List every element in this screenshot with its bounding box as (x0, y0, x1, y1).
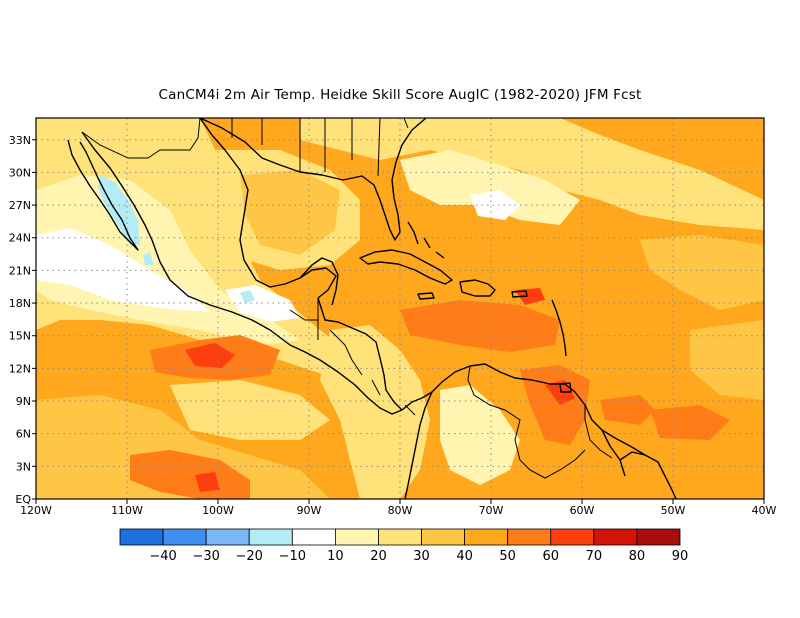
field-lightyellow-south-america (440, 385, 520, 485)
y-tick-label: 18N (9, 297, 31, 310)
field-lightblue-gulf-of-california (98, 175, 140, 245)
coastline-hispaniola (459, 279, 496, 297)
border-venezuela-guyana (584, 405, 613, 459)
colorbar-swatch (248, 528, 293, 546)
coastline-yucatan (299, 257, 339, 306)
coastlines (67, 118, 677, 499)
field-yellow-central-america (320, 325, 430, 499)
border-us-mexico (81, 118, 201, 159)
coastline-south-america-pacific (404, 391, 433, 499)
colorbar-label: −10 (279, 549, 306, 564)
field-yellow-north-atlantic (300, 118, 764, 230)
colorbar-label: −20 (236, 549, 263, 564)
field-gold-gulf (240, 170, 340, 255)
field-lightblue-pacific-coast (143, 252, 154, 265)
map-gridlines (36, 118, 764, 499)
field-lightblue-tehuantepec (240, 290, 255, 303)
field-gold-east-atlantic (690, 320, 764, 400)
y-tick-label: EQ (15, 493, 31, 506)
coastline-trinidad (559, 382, 572, 393)
x-tick-label: 120W (20, 504, 52, 517)
coastline-colombia-venezuela (431, 363, 677, 499)
field-orange-red-pacific-south (130, 450, 250, 499)
colorbar-swatch (119, 528, 164, 546)
x-tick-label: 100W (202, 504, 234, 517)
coastline-bahamas (407, 221, 445, 259)
field-yellow-east-pacific (170, 380, 330, 440)
political-borders (81, 118, 613, 479)
border-central-america (289, 298, 416, 416)
colorbar-label: 50 (499, 549, 516, 564)
coastline-baja-california (67, 139, 139, 251)
shaded-field (36, 118, 764, 499)
coastline-cuba (359, 249, 453, 285)
colorbar-swatch (378, 528, 422, 546)
colorbar-label: 30 (413, 549, 430, 564)
colorbar-swatch (464, 528, 509, 546)
chart-title: CanCM4i 2m Air Temp. Heidke Skill Score … (158, 87, 642, 103)
x-tick-label: 90W (297, 504, 322, 517)
colorbar-label: 90 (672, 549, 689, 564)
y-tick-label: 33N (9, 134, 31, 147)
x-tick-label: 80W (388, 504, 413, 517)
axis-ticks (32, 139, 765, 504)
coastline-guianas (601, 429, 646, 477)
colorbar-swatch (162, 528, 207, 546)
colorbar-label: 80 (629, 549, 646, 564)
border-us-states (231, 118, 409, 177)
field-white-mexico-pacific (36, 228, 210, 312)
x-tick-label: 110W (111, 504, 143, 517)
coastline-us-gulf (199, 118, 427, 241)
field-orange-red-caribbean (400, 300, 560, 352)
colorbar-label: 60 (542, 549, 559, 564)
colorbar-swatch (205, 528, 250, 546)
colorbar-swatch (334, 528, 379, 546)
colorbar-swatch (507, 528, 552, 546)
colorbar: −40 −30 −20 −10 10 20 30 40 50 60 70 80 90 (119, 528, 689, 564)
field-gold-east-pacific (36, 395, 330, 499)
colorbar-label: 20 (370, 549, 387, 564)
y-tick-label: 30N (9, 166, 31, 179)
y-tick-label: 27N (9, 199, 31, 212)
field-gold-atlantic-patches (640, 235, 764, 310)
x-tick-label: 50W (661, 504, 686, 517)
coastline-mexico-west (81, 131, 403, 415)
y-tick-label: 6N (16, 428, 31, 441)
y-tick-label: 24N (9, 232, 31, 245)
field-red-pacific (185, 343, 235, 368)
x-tick-label: 60W (570, 504, 595, 517)
border-colombia-venezuela (467, 365, 586, 479)
y-tick-label: 9N (16, 395, 31, 408)
field-lightyellow-north-atlantic (400, 150, 580, 225)
colorbar-label: 10 (327, 549, 344, 564)
coastline-jamaica (417, 292, 435, 300)
field-red-pacific-south (195, 472, 220, 492)
colorbar-swatch (291, 528, 336, 546)
colorbar-swatch (421, 528, 466, 546)
colorbar-label: 70 (586, 549, 603, 564)
coastline-puerto-rico (511, 290, 528, 298)
y-tick-label: 15N (9, 330, 31, 343)
colorbar-swatch (636, 528, 681, 546)
x-tick-label: 40W (752, 504, 777, 517)
y-tick-label: 12N (9, 362, 31, 375)
colorbar-swatch (550, 528, 595, 546)
y-tick-label: 3N (16, 460, 31, 473)
field-orange-red-atlantic-far-east (650, 405, 730, 440)
colorbar-label: −40 (149, 549, 176, 564)
coastline-gulf-of-mexico (199, 118, 337, 299)
field-white-north-atlantic (470, 190, 520, 220)
axis-labels: 120W 110W 100W 90W 80W 70W 60W 50W 40W EQ 3N 6N 9N 12… (9, 134, 777, 517)
colorbar-swatch (593, 528, 638, 546)
x-tick-label: 70W (479, 504, 504, 517)
colorbar-label: −30 (192, 549, 219, 564)
coastline-lesser-antilles (551, 299, 567, 357)
coastline-central-america-east (317, 297, 433, 411)
field-orange-red-caribbean-east (520, 365, 590, 445)
y-tick-label: 21N (9, 264, 31, 277)
field-red-lesser-antilles (515, 288, 545, 305)
field-orange-red-atlantic-east (600, 395, 655, 425)
colorbar-label: 40 (456, 549, 473, 564)
